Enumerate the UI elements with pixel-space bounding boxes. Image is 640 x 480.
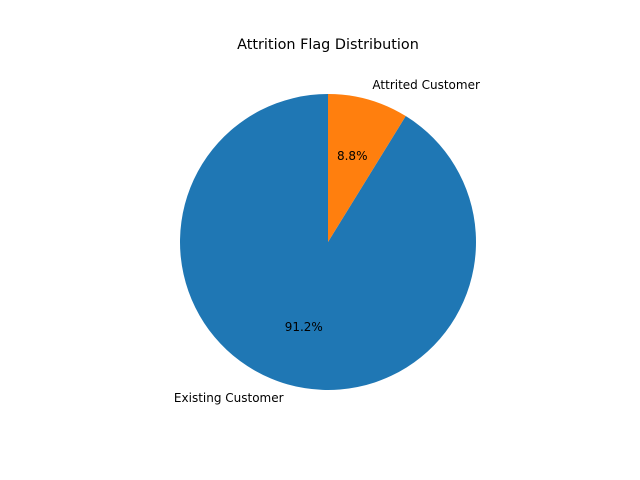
pie-slice-attrited-customer [328, 94, 406, 242]
slice-label-attrited-customer: Attrited Customer [372, 78, 480, 92]
chart-title: Attrition Flag Distribution [237, 37, 419, 53]
pie-slices [179, 94, 476, 390]
percent-label-attrited-customer: 8.8% [337, 149, 368, 163]
percent-label-existing-customer: 91.2% [285, 320, 323, 334]
slice-label-existing-customer: Existing Customer [174, 391, 284, 405]
pie-labels: Existing Customer 91.2% Attrited Customer 8… [174, 78, 480, 405]
